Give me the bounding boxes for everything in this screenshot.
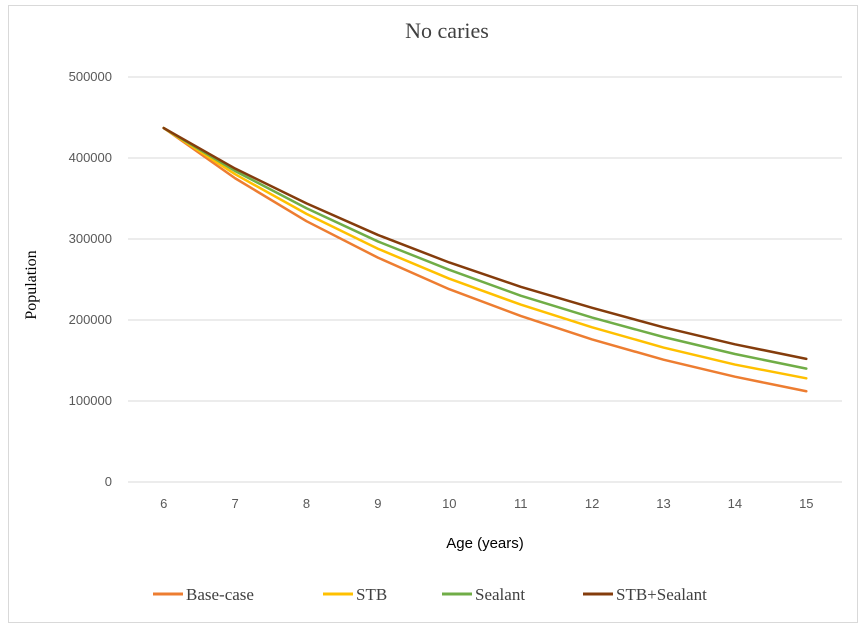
x-tick-label: 15: [799, 496, 813, 511]
gridlines: [128, 76, 842, 483]
x-axis-label: Age (years): [446, 535, 524, 552]
x-tick-label: 13: [656, 496, 670, 511]
chart-frame: [8, 5, 858, 623]
legend: Base-case STB Sealant STB+Sealant: [153, 585, 707, 604]
series-line-3: [162, 126, 808, 370]
x-tick-label: 7: [231, 496, 238, 511]
chart-title: No caries: [405, 18, 489, 43]
x-tick-label: 10: [442, 496, 456, 511]
series-line-2: [162, 126, 808, 380]
legend-label: STB+Sealant: [616, 585, 707, 604]
y-tick-label: 200000: [69, 312, 112, 327]
x-tick-label: 11: [514, 496, 528, 511]
legend-item: Sealant: [442, 585, 525, 604]
x-tick-label: 8: [303, 496, 310, 511]
y-axis-label: Population: [23, 250, 40, 319]
x-tick-label: 14: [728, 496, 742, 511]
x-axis-ticks: 6 7 8 9 10 11 12 13 14 15: [160, 496, 813, 511]
y-tick-label: 0: [105, 474, 112, 489]
y-tick-label: 500000: [69, 69, 112, 84]
series-lines: [162, 126, 808, 393]
legend-item: STB+Sealant: [583, 585, 707, 604]
legend-label: Sealant: [475, 585, 525, 604]
x-tick-label: 9: [374, 496, 381, 511]
y-tick-label: 100000: [69, 393, 112, 408]
series-line-4: [162, 126, 808, 361]
x-tick-label: 12: [585, 496, 599, 511]
legend-item: Base-case: [153, 585, 254, 604]
x-tick-label: 6: [160, 496, 167, 511]
y-axis-ticks: 0 100000 200000 300000 400000 500000: [69, 69, 112, 489]
legend-item: STB: [323, 585, 387, 604]
y-tick-label: 300000: [69, 231, 112, 246]
legend-label: Base-case: [186, 585, 254, 604]
y-tick-label: 400000: [69, 150, 112, 165]
legend-label: STB: [356, 585, 387, 604]
series-line-1: [162, 126, 808, 393]
